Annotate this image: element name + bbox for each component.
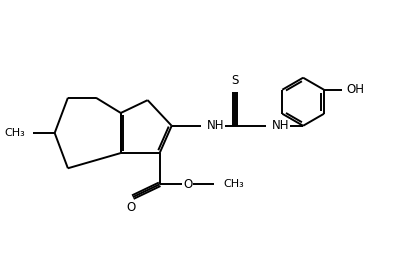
Text: CH₃: CH₃ <box>223 179 244 189</box>
Text: NH: NH <box>207 119 224 132</box>
Text: O: O <box>126 201 135 214</box>
Text: OH: OH <box>346 83 364 96</box>
Text: NH: NH <box>272 119 290 132</box>
Text: S: S <box>231 74 239 87</box>
Text: CH₃: CH₃ <box>4 128 25 138</box>
Text: O: O <box>183 178 192 191</box>
